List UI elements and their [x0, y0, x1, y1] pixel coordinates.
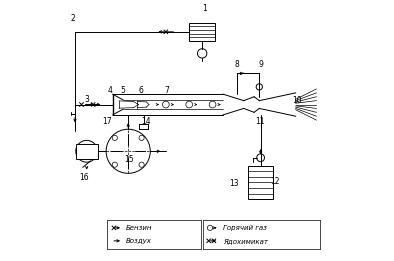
Circle shape — [139, 162, 144, 167]
Text: 16: 16 — [79, 173, 89, 182]
Circle shape — [209, 101, 216, 108]
Circle shape — [76, 140, 98, 162]
Text: 1: 1 — [203, 4, 207, 13]
Circle shape — [207, 225, 213, 230]
Text: 17: 17 — [102, 117, 112, 126]
Circle shape — [197, 49, 207, 58]
Text: Бензин: Бензин — [126, 225, 152, 231]
Text: 2: 2 — [71, 14, 75, 23]
Text: 12: 12 — [270, 177, 280, 186]
Circle shape — [112, 135, 117, 140]
Bar — [189, 23, 215, 41]
Text: 15: 15 — [125, 155, 134, 164]
Circle shape — [162, 101, 169, 108]
Text: 6: 6 — [139, 86, 144, 95]
Circle shape — [139, 135, 144, 140]
Text: 8: 8 — [235, 60, 240, 69]
Text: 14: 14 — [141, 117, 151, 126]
Text: 3: 3 — [84, 95, 89, 104]
Circle shape — [256, 84, 262, 90]
Bar — [248, 165, 273, 199]
Text: 7: 7 — [165, 86, 169, 95]
Circle shape — [257, 154, 264, 162]
Text: 4: 4 — [108, 86, 112, 95]
Text: Ядохимикат: Ядохимикат — [223, 238, 268, 244]
Text: 9: 9 — [258, 60, 263, 69]
Bar — [76, 144, 98, 159]
Circle shape — [112, 162, 117, 167]
Text: 10: 10 — [292, 96, 302, 105]
Text: 5: 5 — [121, 86, 125, 95]
Text: Горячий газ: Горячий газ — [223, 225, 267, 231]
Text: 13: 13 — [229, 179, 239, 188]
Circle shape — [106, 129, 150, 173]
Text: Воздух: Воздух — [126, 238, 151, 244]
Circle shape — [186, 101, 193, 108]
Text: 11: 11 — [256, 117, 265, 126]
